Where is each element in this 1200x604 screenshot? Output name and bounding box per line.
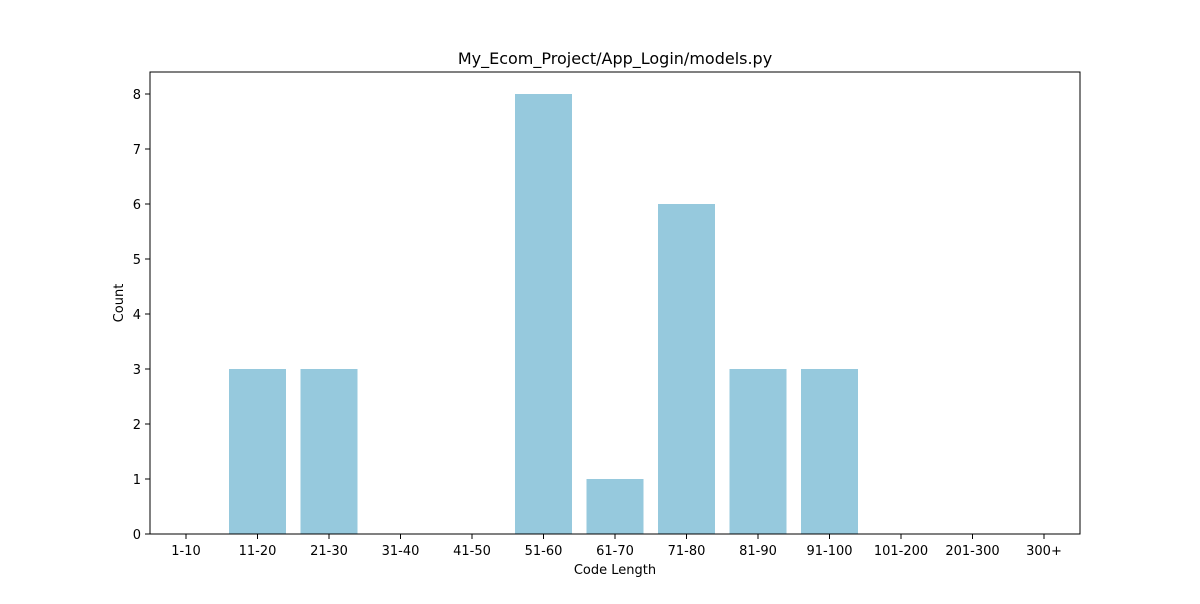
y-tick-label: 7 — [133, 143, 141, 158]
y-tick-label: 3 — [133, 363, 141, 378]
y-tick-label: 4 — [133, 308, 141, 323]
x-tick-label: 71-80 — [668, 544, 706, 559]
plot-frame — [149, 71, 1081, 535]
bar-21-30 — [300, 369, 358, 534]
x-axis-title: Code Length — [574, 563, 656, 578]
bars-layer — [229, 94, 858, 534]
bar-71-80 — [658, 204, 715, 534]
y-tick-label: 2 — [133, 418, 141, 433]
x-tick-label: 1-10 — [171, 544, 201, 559]
x-tick-label: 61-70 — [596, 544, 634, 559]
y-tick-label: 6 — [133, 198, 141, 213]
chart-title: My_Ecom_Project/App_Login/models.py — [458, 49, 772, 69]
x-tick-label: 81-90 — [739, 544, 777, 559]
x-tick-label: 21-30 — [310, 544, 348, 559]
x-tick-label: 91-100 — [806, 544, 852, 559]
y-tick-label: 5 — [133, 253, 141, 268]
bar-61-70 — [586, 479, 644, 534]
bar-11-20 — [229, 369, 286, 534]
x-tick-label: 11-20 — [239, 544, 277, 559]
y-axis-title: Count — [112, 284, 127, 323]
x-axis-ticks: 1-10 11-20 21-30 31-40 41-50 51-60 61-70 71-80 8… — [171, 534, 1062, 559]
x-tick-label: 31-40 — [382, 544, 420, 559]
y-tick-label: 8 — [133, 88, 141, 103]
bar-51-60 — [515, 94, 572, 534]
bar-81-90 — [729, 369, 787, 534]
x-tick-label: 41-50 — [453, 544, 491, 559]
y-tick-label: 0 — [133, 528, 141, 543]
bar-91-100 — [801, 369, 858, 534]
y-tick-label: 1 — [133, 473, 141, 488]
x-tick-label: 101-200 — [874, 544, 928, 559]
x-tick-label: 51-60 — [525, 544, 563, 559]
y-axis-ticks: 0 1 2 3 4 5 6 7 8 — [133, 88, 150, 543]
x-tick-label: 300+ — [1026, 544, 1062, 559]
x-tick-label: 201-300 — [945, 544, 999, 559]
